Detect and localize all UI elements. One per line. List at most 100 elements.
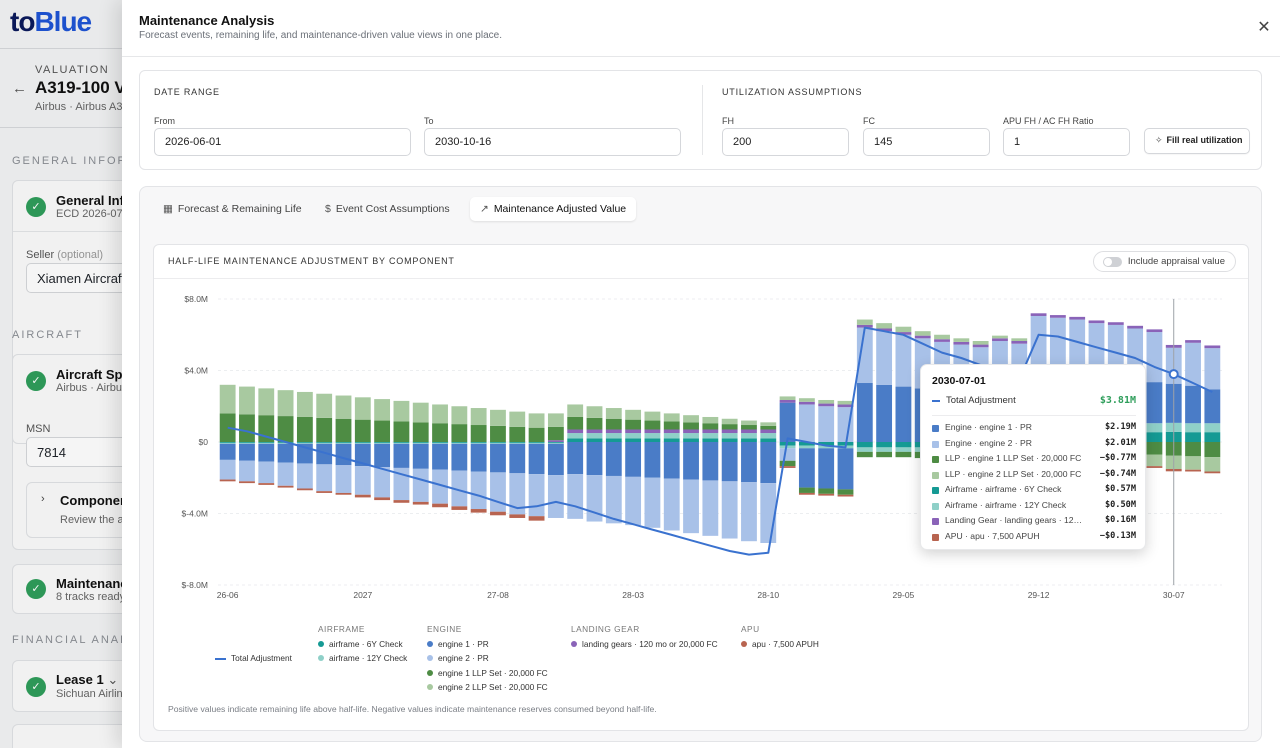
bar-segment-llp2 bbox=[432, 404, 448, 424]
legend-item[interactable]: landing gears · 120 mo or 20,000 FC bbox=[571, 639, 718, 653]
x-tick-label: 28-10 bbox=[757, 590, 779, 600]
from-date-input[interactable]: 2026-06-01 bbox=[154, 128, 411, 156]
bar-segment-af6y bbox=[741, 438, 757, 442]
bar-segment-engine2_pr bbox=[374, 467, 391, 498]
tooltip-row: LLP · engine 2 LLP Set · 20,000 FC −$0.74… bbox=[932, 468, 1136, 484]
legend-total[interactable]: Total Adjustment bbox=[215, 653, 292, 663]
to-date-input[interactable]: 2030-10-16 bbox=[424, 128, 681, 156]
legend-dot bbox=[427, 655, 433, 662]
bar-segment-llp2 bbox=[547, 413, 564, 427]
bar-segment-llp2 bbox=[567, 404, 584, 417]
bar-segment-engine1_pr bbox=[432, 443, 448, 470]
fh-input[interactable]: 200 bbox=[722, 128, 849, 156]
seller-input[interactable]: Xiamen Aircraft bbox=[26, 263, 136, 293]
total-adjustment-line bbox=[227, 326, 1213, 556]
toggle-switch[interactable] bbox=[1102, 257, 1122, 267]
legend-item[interactable]: engine 2 · PR bbox=[427, 653, 548, 667]
divider bbox=[932, 415, 1136, 416]
maintenance-card[interactable]: ✓ Maintenance 8 tracks ready bbox=[12, 564, 142, 614]
tab-event-cost[interactable]: $ Event Cost Assumptions bbox=[325, 203, 450, 215]
legend-item[interactable]: airframe · 6Y Check bbox=[318, 639, 407, 653]
card-title: General Info bbox=[56, 193, 132, 208]
bar-segment-af6y bbox=[490, 442, 506, 443]
bar-segment-llp2 bbox=[914, 331, 931, 336]
legend-group-apu: APU apu · 7,500 APUH bbox=[741, 624, 819, 653]
bar-segment-apu bbox=[258, 483, 275, 485]
bar-segment-llp1 bbox=[277, 416, 294, 442]
bar-segment-lg bbox=[644, 429, 661, 434]
bar-segment-apu bbox=[412, 501, 429, 505]
date-range-title: DATE RANGE bbox=[154, 87, 220, 97]
lease-card[interactable]: ✓ Lease 1 ⌄ Sichuan Airline bbox=[12, 660, 142, 712]
bar-segment-llp2 bbox=[335, 395, 352, 419]
seller-label: Seller (optional) bbox=[26, 249, 104, 261]
next-card[interactable] bbox=[12, 724, 142, 748]
bar-segment-af12y bbox=[239, 442, 255, 444]
bar-segment-af6y bbox=[1204, 432, 1221, 442]
bar-segment-engine2_pr bbox=[605, 475, 622, 524]
bar-segment-llp2 bbox=[625, 409, 642, 420]
chevron-down-icon[interactable]: ⌄ bbox=[107, 672, 119, 687]
bar-segment-af6y bbox=[528, 442, 545, 443]
hover-point bbox=[1168, 369, 1179, 380]
bar-segment-engine1_pr bbox=[779, 402, 796, 442]
legend-item[interactable]: engine 1 · PR bbox=[427, 639, 548, 653]
legend-item[interactable]: engine 2 LLP Set · 20,000 FC bbox=[427, 682, 548, 696]
component-card[interactable]: › Component Review the ai bbox=[26, 482, 136, 538]
bar-segment-af6y bbox=[760, 438, 777, 442]
tab-forecast[interactable]: ▦ Forecast & Remaining Life bbox=[163, 203, 302, 215]
bar-segment-engine2_pr bbox=[1204, 348, 1221, 390]
include-appraisal-toggle[interactable]: Include appraisal value bbox=[1092, 251, 1236, 272]
legend-item[interactable]: engine 1 LLP Set · 20,000 FC bbox=[427, 668, 548, 682]
legend-group-engine: ENGINE engine 1 · PR engine 2 · PR engin… bbox=[427, 624, 548, 696]
arrow-left-icon[interactable]: ← bbox=[12, 80, 27, 97]
tab-maintenance-adjusted-value[interactable]: ↗ Maintenance Adjusted Value bbox=[470, 197, 637, 221]
fill-real-utilization-button[interactable]: ✧ Fill real utilization bbox=[1144, 128, 1250, 154]
page-kicker: VALUATION bbox=[35, 64, 110, 76]
aircraft-spec-card[interactable]: ✓ Aircraft Spe Airbus · Airbus bbox=[12, 354, 142, 444]
bar-segment-llp1 bbox=[354, 419, 371, 442]
legend-dot bbox=[741, 641, 747, 647]
tooltip-rows: Engine · engine 1 · PR $2.19M Engine · en… bbox=[932, 421, 1136, 545]
x-tick-label: 2027 bbox=[353, 590, 372, 600]
legend-dot bbox=[318, 641, 324, 647]
card-subtitle: Review the ai bbox=[60, 514, 127, 526]
card-subtitle: Sichuan Airline bbox=[56, 688, 129, 700]
bar-segment-af6y bbox=[856, 442, 873, 448]
msn-input[interactable]: 7814 bbox=[26, 437, 136, 467]
modal-backdrop[interactable] bbox=[0, 0, 122, 748]
bar-segment-llp2 bbox=[393, 400, 410, 422]
chevron-right-icon[interactable]: › bbox=[41, 493, 45, 505]
bar-segment-llp2 bbox=[354, 397, 371, 420]
bar-segment-llp2 bbox=[1204, 457, 1221, 472]
bar-segment-engine1_pr bbox=[219, 443, 236, 460]
legend-item[interactable]: apu · 7,500 APUH bbox=[741, 639, 819, 653]
bar-segment-engine1_pr bbox=[374, 443, 391, 468]
bar-segment-apu bbox=[451, 506, 468, 510]
bar-segment-lg bbox=[1011, 341, 1028, 344]
fc-input[interactable]: 145 bbox=[863, 128, 990, 156]
bar-segment-llp1 bbox=[895, 451, 912, 458]
modal-title: Maintenance Analysis bbox=[139, 13, 275, 28]
bar-segment-af12y bbox=[470, 442, 487, 444]
legend-group-airframe: AIRFRAME airframe · 6Y Check airframe · … bbox=[318, 624, 407, 668]
app-logo[interactable]: toBlue bbox=[10, 6, 92, 37]
apu-ratio-input[interactable]: 1 bbox=[1003, 128, 1130, 156]
bar-segment-af12y bbox=[663, 433, 680, 439]
legend-group-title: APU bbox=[741, 624, 760, 634]
legend-item[interactable]: airframe · 12Y Check bbox=[318, 653, 407, 667]
bar-segment-af12y bbox=[219, 442, 236, 444]
bar-segment-apu bbox=[818, 493, 835, 496]
close-icon[interactable]: ✕ bbox=[1257, 19, 1271, 36]
bar-segment-apu bbox=[432, 503, 448, 508]
divider bbox=[13, 231, 143, 232]
bar-segment-af12y bbox=[760, 433, 777, 439]
bar-segment-engine2_pr bbox=[258, 461, 275, 484]
bar-segment-af6y bbox=[412, 442, 429, 443]
bar-segment-engine2_pr bbox=[856, 327, 873, 384]
bar-segment-engine1_pr bbox=[856, 383, 873, 442]
bar-segment-llp2 bbox=[239, 386, 255, 415]
bar-segment-af6y bbox=[567, 438, 584, 442]
bar-segment-llp1 bbox=[412, 422, 429, 442]
bar-segment-engine2_pr bbox=[354, 466, 371, 495]
